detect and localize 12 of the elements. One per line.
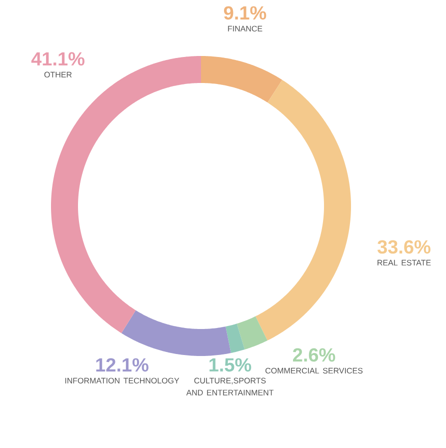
slice-label: FINANCE xyxy=(228,26,262,32)
data-label: 1.5% xyxy=(210,358,252,372)
slice-label: OTHER xyxy=(44,72,72,78)
data-label: 12.1% xyxy=(96,358,148,372)
slice-label: REAL ESTATE xyxy=(378,260,431,266)
data-label: 33.6% xyxy=(378,240,430,254)
slice-label: COMMERCIAL SERVICES xyxy=(265,368,363,374)
data-label: 9.1% xyxy=(224,6,266,20)
slice-label: CULTURE,SPORTS AND ENTERTAINMENT xyxy=(186,378,274,396)
data-label: 2.6% xyxy=(293,348,336,362)
slice-label: INFORMATION TECHNOLOGY xyxy=(65,378,180,384)
data-label: 41.1% xyxy=(31,52,84,66)
